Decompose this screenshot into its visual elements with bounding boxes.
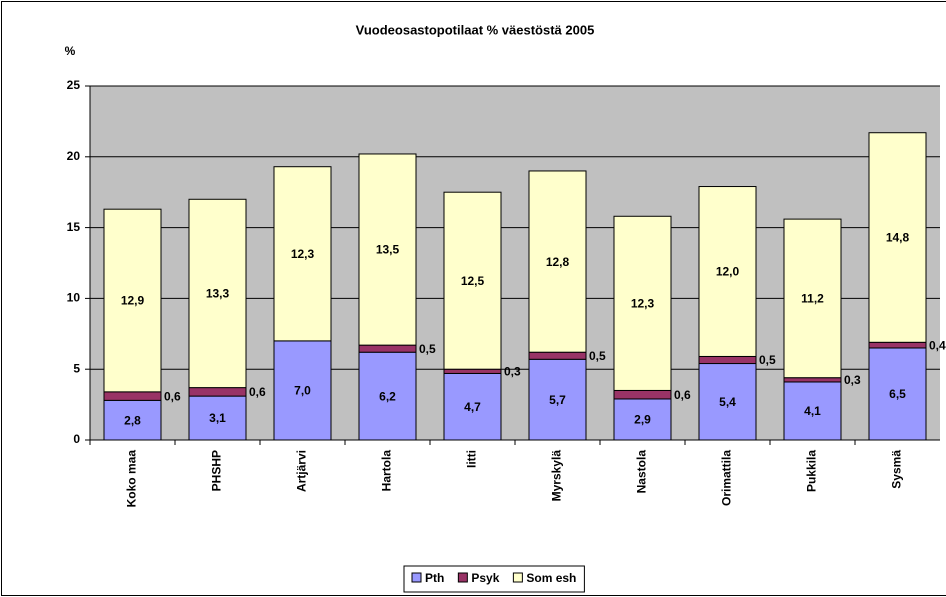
bar-segment (613, 389, 672, 400)
x-tick-label: Pukkila (805, 450, 819, 492)
data-label: 0,6 (249, 385, 266, 399)
data-label: 6,2 (379, 389, 396, 403)
legend-swatch (411, 572, 422, 583)
bar-segment (868, 347, 927, 441)
data-label: 6,5 (889, 387, 906, 401)
data-label: 0,6 (164, 389, 181, 403)
bar-segment (868, 132, 927, 343)
x-tick-label: Artjärvi (295, 450, 309, 492)
data-label: 5,4 (719, 395, 736, 409)
bar-segment (443, 368, 502, 374)
bar-segment (613, 398, 672, 441)
legend-label: Pth (425, 571, 444, 585)
bar-segment (273, 166, 332, 342)
y-tick-label: 10 (67, 291, 81, 305)
data-label: 11,2 (801, 292, 824, 306)
bar-segment (783, 377, 842, 383)
data-label: 0,5 (759, 353, 776, 367)
data-label: 12,3 (631, 297, 655, 311)
x-tick-label: Koko maa (125, 450, 139, 508)
data-label: 0,3 (844, 373, 861, 387)
data-label: 3,1 (209, 411, 226, 425)
bar-segment (188, 387, 247, 397)
bar-segment (103, 391, 162, 401)
bar-segment (443, 191, 502, 370)
bar-segment (698, 186, 757, 357)
data-label: 2,9 (634, 413, 651, 427)
y-tick-label: 20 (67, 149, 81, 163)
bar-segment (698, 355, 757, 365)
bar-segment (783, 218, 842, 379)
x-tick-label: Nastola (635, 450, 649, 494)
data-label: 4,1 (804, 404, 821, 418)
x-tick-label: PHSHP (210, 450, 224, 491)
data-label: 13,5 (376, 243, 400, 257)
data-label: 0,5 (589, 349, 606, 363)
data-label: 12,9 (121, 294, 145, 308)
y-axis-label: % (65, 44, 76, 58)
bar-segment (528, 170, 587, 353)
bar-segment (443, 372, 502, 441)
data-label: 7,0 (294, 384, 311, 398)
bar-segment (358, 153, 417, 346)
legend-label: Som esh (526, 571, 576, 585)
data-label: 0,5 (419, 342, 436, 356)
legend-swatch (512, 572, 523, 583)
data-label: 4,7 (464, 400, 481, 414)
x-tick-label: Hartola (380, 450, 394, 492)
y-tick-label: 5 (73, 361, 80, 375)
bar-segment (868, 341, 927, 349)
bar-segment (273, 340, 332, 441)
data-label: 0,6 (674, 388, 691, 402)
bar-segment (528, 351, 587, 360)
data-label: 12,0 (716, 265, 740, 279)
x-tick-label: Myrskylä (550, 450, 564, 502)
legend-label: Psyk (471, 571, 499, 585)
y-tick-label: 0 (73, 432, 80, 446)
data-label: 2,8 (124, 413, 141, 427)
data-label: 12,5 (461, 274, 485, 288)
x-tick-label: Sysmä (890, 450, 904, 489)
data-label: 14,8 (886, 231, 910, 245)
x-tick-label: Iitti (465, 450, 479, 468)
data-label: 13,3 (206, 287, 230, 301)
bar-segment (188, 395, 247, 441)
data-label: 0,4 (929, 338, 946, 352)
bar-segment (358, 351, 417, 441)
data-label: 12,8 (546, 255, 570, 269)
x-tick-label: Orimattila (720, 450, 734, 506)
bar-segment (103, 208, 162, 393)
data-label: 0,3 (504, 364, 521, 378)
y-tick-label: 15 (67, 220, 81, 234)
y-tick-label: 25 (67, 78, 81, 92)
bar-segment (698, 363, 757, 441)
chart-title: Vuodeosastopotilaat % väestöstä 2005 (356, 22, 595, 37)
data-label: 12,3 (291, 247, 315, 261)
data-label: 5,7 (549, 393, 566, 407)
legend: Pth Psyk Som esh (403, 565, 585, 593)
legend-swatch (457, 572, 468, 583)
bar-segment (188, 198, 247, 389)
legend-box (403, 565, 585, 593)
bar-segment (358, 344, 417, 353)
bar-segment (613, 215, 672, 391)
